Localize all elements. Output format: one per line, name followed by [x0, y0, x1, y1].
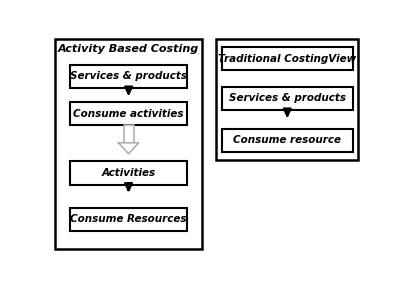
Text: Consume activities: Consume activities	[73, 109, 184, 119]
FancyBboxPatch shape	[222, 87, 352, 110]
Text: Services & products: Services & products	[229, 93, 346, 103]
FancyBboxPatch shape	[70, 102, 187, 125]
Text: Services & products: Services & products	[70, 72, 187, 82]
FancyBboxPatch shape	[70, 162, 187, 184]
FancyBboxPatch shape	[70, 65, 187, 88]
FancyBboxPatch shape	[124, 125, 134, 143]
FancyBboxPatch shape	[222, 47, 352, 70]
Text: Traditional CostingView: Traditional CostingView	[218, 54, 356, 64]
Text: Activities: Activities	[101, 168, 156, 178]
Text: Consume resource: Consume resource	[233, 135, 341, 145]
FancyBboxPatch shape	[217, 38, 358, 160]
Text: Consume Resources: Consume Resources	[70, 214, 187, 224]
FancyBboxPatch shape	[70, 207, 187, 231]
FancyBboxPatch shape	[222, 129, 352, 152]
FancyBboxPatch shape	[55, 38, 203, 249]
Polygon shape	[119, 143, 139, 154]
Text: Activity Based Costing: Activity Based Costing	[58, 44, 199, 54]
